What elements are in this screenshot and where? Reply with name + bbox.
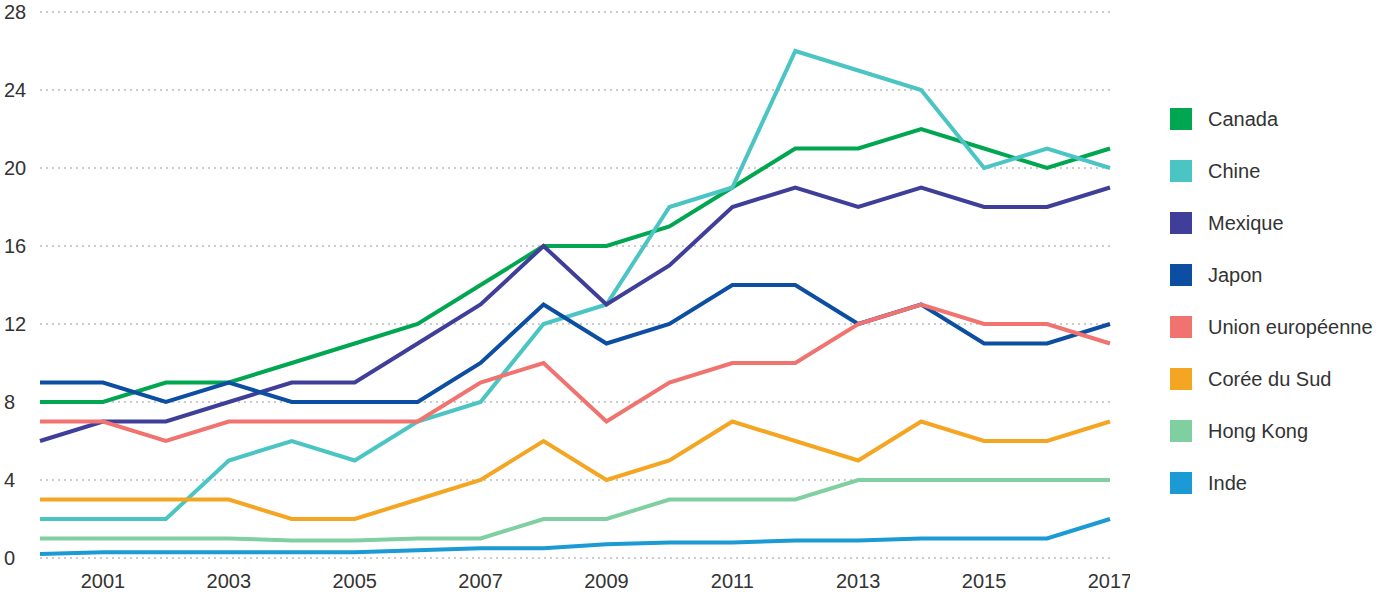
html-text:Canada: Canada [1208, 107, 1279, 130]
svg-text:8: 8 [8, 391, 15, 413]
svg-text:2001: 2001 [81, 570, 126, 592]
svg-text:2007: 2007 [458, 570, 503, 592]
svg-text:2009: 2009 [584, 570, 629, 592]
html-text:Corée du Sud: Corée du Sud [1208, 367, 1332, 390]
html-text:Union européenne: Union européenne [1208, 315, 1373, 338]
svg-text:2011: 2011 [711, 570, 754, 592]
svg-text:20: 20 [8, 157, 26, 179]
html-text:Inde: Inde [1208, 471, 1247, 494]
html-text:Hong Kong: Hong Kong [1208, 419, 1309, 442]
html-text:Mexique: Mexique [1208, 211, 1284, 234]
svg-text:2003: 2003 [207, 570, 252, 592]
svg-text:2005: 2005 [332, 570, 377, 592]
html-text:Japon: Japon [1208, 263, 1263, 286]
html-text:Chine: Chine [1208, 159, 1261, 182]
svg-text:24: 24 [8, 79, 26, 101]
svg-text:16: 16 [8, 235, 26, 257]
svg-text:0: 0 [8, 547, 15, 569]
svg-text:2015: 2015 [962, 570, 1007, 592]
svg-text:28: 28 [8, 1, 26, 23]
svg-text:2013: 2013 [836, 570, 881, 592]
svg-text:4: 4 [8, 469, 15, 491]
svg-text:2017: 2017 [1088, 570, 1130, 592]
svg-text:12: 12 [8, 313, 26, 335]
